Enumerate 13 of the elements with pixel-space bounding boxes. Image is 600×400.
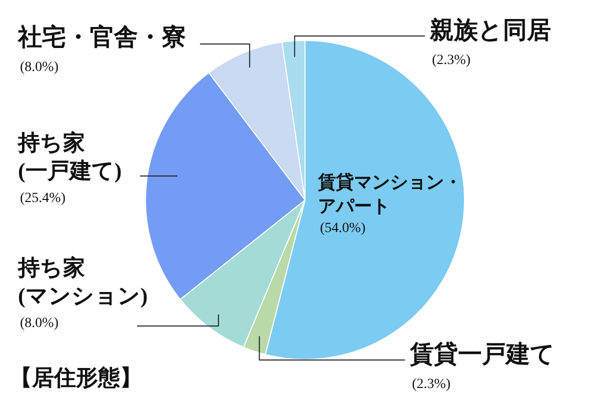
data-label: (25.4%) [20,191,66,206]
slice-label: 持ち家(一戸建て) [17,130,122,183]
data-label: (2.3%) [412,377,451,392]
slice-label: 親族と同居 [429,17,551,44]
slice-label: 賃貸一戸建て [409,341,555,368]
slice-label: 社宅・官舎・寮 [17,23,186,51]
data-label: (8.0%) [20,316,59,331]
text: 【居住形態】 [10,365,142,390]
data-label: (54.0%) [320,221,366,236]
slice-label: 持ち家(マンション) [17,255,148,308]
data-label: (2.3%) [432,53,471,68]
data-label: (8.0%) [20,60,59,75]
slice-label: 賃貸マンション・アパート [317,172,462,216]
